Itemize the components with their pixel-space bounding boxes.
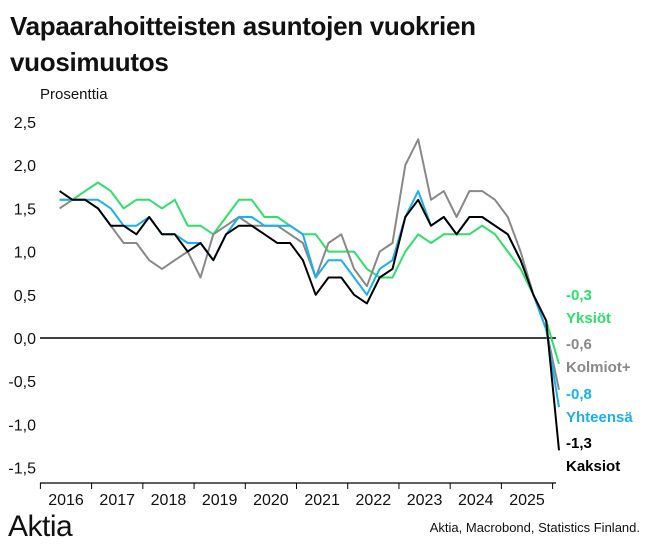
y-tick-label: 1,0 xyxy=(14,245,36,262)
series-name-label: Kolmiot+ xyxy=(566,359,631,376)
series-line-kaksiot xyxy=(59,190,560,451)
x-tick-label: 2022 xyxy=(356,492,392,509)
y-tick-label: 1,5 xyxy=(14,201,36,218)
y-tick-label: -0,5 xyxy=(8,374,36,391)
series-value-label: -0,6 xyxy=(566,336,592,353)
x-tick-label: 2023 xyxy=(407,492,443,509)
y-tick-label: -1,5 xyxy=(8,461,36,478)
series-value-label: -0,3 xyxy=(566,287,592,304)
source-note: Aktia, Macrobond, Statistics Finland. xyxy=(429,520,640,535)
x-tick-label: 2019 xyxy=(202,492,238,509)
x-tick-label: 2024 xyxy=(458,492,494,509)
x-tick-label: 2021 xyxy=(304,492,340,509)
series-lines xyxy=(59,138,560,451)
y-axis-ticks: 2,5 2,0 1,5 1,0 0,5 0,0 -0,5 -1,0 -1,5 xyxy=(8,115,36,478)
x-axis: 2016 2017 2018 2019 2020 2021 2022 2023 2024 2025 xyxy=(39,482,556,509)
series-end-labels: -0,3 Yksiöt -0,6 Kolmiot+ -0,8 Yhteensä -1,3 Ka… xyxy=(566,287,633,475)
series-line-yhteens- xyxy=(59,190,560,408)
y-tick-label: 2,5 xyxy=(14,115,36,132)
x-tick-label: 2025 xyxy=(509,492,545,509)
y-tick-label: 2,0 xyxy=(14,158,36,175)
series-line-kolmiot- xyxy=(59,138,560,391)
series-name-label: Kaksiot xyxy=(566,458,620,475)
series-name-label: Yhteensä xyxy=(566,409,633,426)
aktia-logo: Aktia xyxy=(8,510,73,543)
series-value-label: -0,8 xyxy=(566,386,592,403)
x-tick-label: 2016 xyxy=(48,492,84,509)
y-axis-label: Prosenttia xyxy=(40,86,108,103)
x-tick-label: 2017 xyxy=(99,492,135,509)
series-value-label: -1,3 xyxy=(566,435,592,452)
x-tick-label: 2018 xyxy=(151,492,187,509)
y-tick-label: 0,5 xyxy=(14,288,36,305)
series-line-yksi-t xyxy=(59,181,560,365)
series-name-label: Yksiöt xyxy=(566,310,611,327)
y-tick-label: -1,0 xyxy=(8,417,36,434)
chart-title: Vapaarahoitteisten asuntojen vuokrien vu… xyxy=(10,11,476,77)
y-tick-label: 0,0 xyxy=(14,331,36,348)
x-tick-label: 2020 xyxy=(253,492,289,509)
